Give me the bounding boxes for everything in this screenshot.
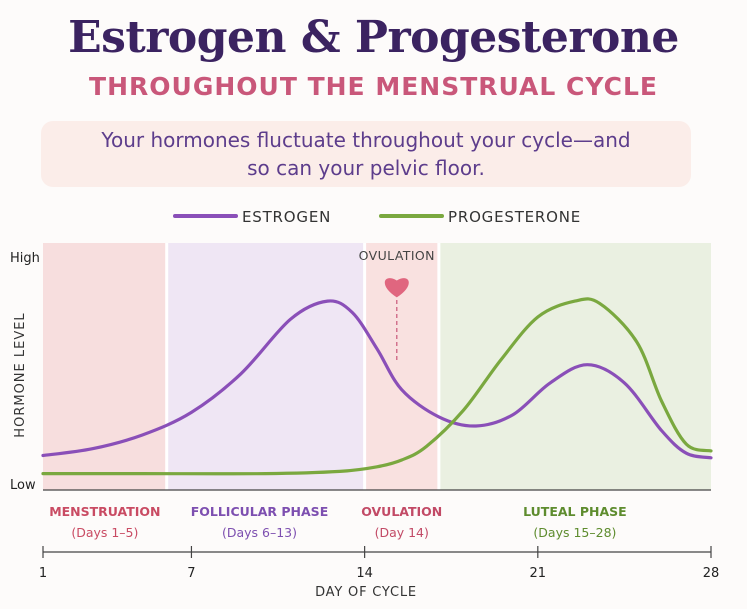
phase-days-label: (Days 1–5) (71, 525, 138, 540)
phase-label: MENSTRUATION (49, 504, 160, 519)
x-tick-label: 7 (187, 566, 195, 581)
phase-label: FOLLICULAR PHASE (191, 504, 329, 519)
ovulation-marker: OVULATION (359, 248, 435, 362)
phase-band-menstruation (43, 243, 167, 490)
page-subtitle: THROUGHOUT THE MENSTRUAL CYCLE (89, 72, 658, 101)
heart-icon (384, 278, 409, 298)
series-line-estrogen (41, 299, 713, 460)
hormone-lines (41, 297, 713, 476)
phase-days-label: (Days 6–13) (222, 525, 297, 540)
legend-label-progesterone: PROGESTERONE (448, 208, 581, 226)
y-tick-label-low: Low (10, 478, 36, 493)
y-axis-title: HORMONE LEVEL (13, 312, 28, 437)
phase-bands (43, 243, 711, 490)
x-tick-label: 28 (703, 566, 720, 581)
phase-days-label: (Day 14) (375, 525, 429, 540)
phase-band-follicular (166, 243, 365, 490)
x-axis-title: DAY OF CYCLE (315, 585, 417, 600)
x-tick-label: 21 (530, 566, 547, 581)
info-banner: Your hormones fluctuate throughout your … (41, 121, 691, 187)
y-ticks: High Low (10, 251, 40, 493)
x-ticks: 1 7 14 21 28 (39, 546, 719, 581)
series-line-progesterone (41, 297, 713, 476)
phase-label: OVULATION (361, 504, 442, 519)
phase-label: LUTEAL PHASE (523, 504, 627, 519)
ovulation-annotation-label: OVULATION (359, 248, 435, 263)
x-tick-label: 1 (39, 566, 47, 581)
x-tick-label: 14 (356, 566, 373, 581)
legend-label-estrogen: ESTROGEN (242, 208, 331, 226)
legend: ESTROGEN PROGESTERONE (173, 208, 581, 226)
axes: HORMONE LEVEL DAY OF CYCLE (13, 312, 711, 600)
page-title: Estrogen & Progesterone (68, 12, 679, 63)
phase-days-label: (Days 15–28) (533, 525, 616, 540)
phase-labels: MENSTRUATION (Days 1–5) FOLLICULAR PHASE (D… (49, 504, 627, 540)
info-banner-text: Your hormones fluctuate throughout your … (101, 128, 631, 180)
y-tick-label-high: High (10, 251, 40, 266)
